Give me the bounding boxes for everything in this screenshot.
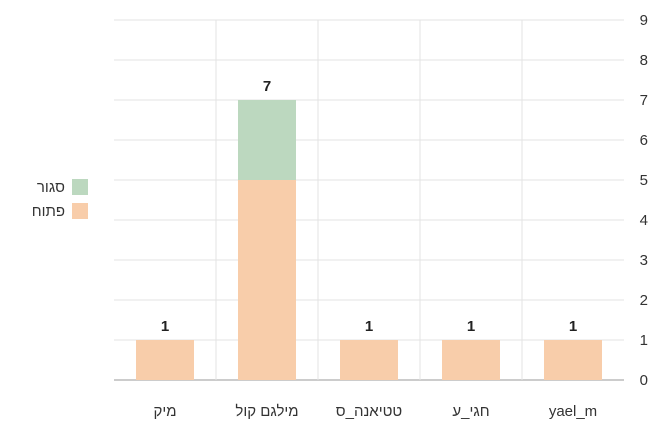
legend-swatch-open xyxy=(72,203,88,219)
y-tick-label: 1 xyxy=(640,332,648,349)
bars xyxy=(136,100,602,380)
y-tick-label: 9 xyxy=(640,12,648,29)
x-tick-label: חגי_ע xyxy=(452,403,489,420)
y-tick-label: 2 xyxy=(640,292,648,309)
y-tick-label: 3 xyxy=(640,252,648,269)
y-axis-ticks: 0 1 2 3 4 5 6 7 8 9 xyxy=(640,12,648,389)
legend-label-open: פתוח xyxy=(31,202,65,220)
x-tick-label: טטיאנה_ס xyxy=(336,403,402,420)
data-labels: 1 7 1 1 1 xyxy=(161,78,577,335)
bar-total-label: 1 xyxy=(161,318,169,335)
bar-segment xyxy=(238,100,296,180)
bar-segment xyxy=(544,340,602,380)
y-tick-label: 8 xyxy=(640,52,648,69)
gridlines xyxy=(114,19,624,381)
x-tick-label: מיק xyxy=(153,403,176,420)
legend-item-open: פתוח xyxy=(20,199,88,223)
y-tick-label: 7 xyxy=(640,92,648,109)
legend-swatch-closed xyxy=(72,179,88,195)
bar-segment xyxy=(136,340,194,380)
bar-total-label: 7 xyxy=(263,78,271,95)
legend-item-closed: סגור xyxy=(20,175,88,199)
y-tick-label: 0 xyxy=(640,372,648,389)
x-axis-ticks: מיק מילגם קול טטיאנה_ס חגי_ע yael_m xyxy=(153,403,597,420)
legend: סגור פתוח xyxy=(20,175,88,223)
bar-total-label: 1 xyxy=(365,318,373,335)
x-tick-label: yael_m xyxy=(549,403,597,420)
x-tick-label: מילגם קול xyxy=(235,403,298,420)
y-tick-label: 6 xyxy=(640,132,648,149)
legend-label-closed: סגור xyxy=(36,178,65,196)
bar-segment xyxy=(442,340,500,380)
bar-total-label: 1 xyxy=(569,318,577,335)
y-tick-label: 4 xyxy=(640,212,648,229)
y-tick-label: 5 xyxy=(640,172,648,189)
bar-segment xyxy=(340,340,398,380)
bar-segment xyxy=(238,180,296,380)
bar-total-label: 1 xyxy=(467,318,475,335)
